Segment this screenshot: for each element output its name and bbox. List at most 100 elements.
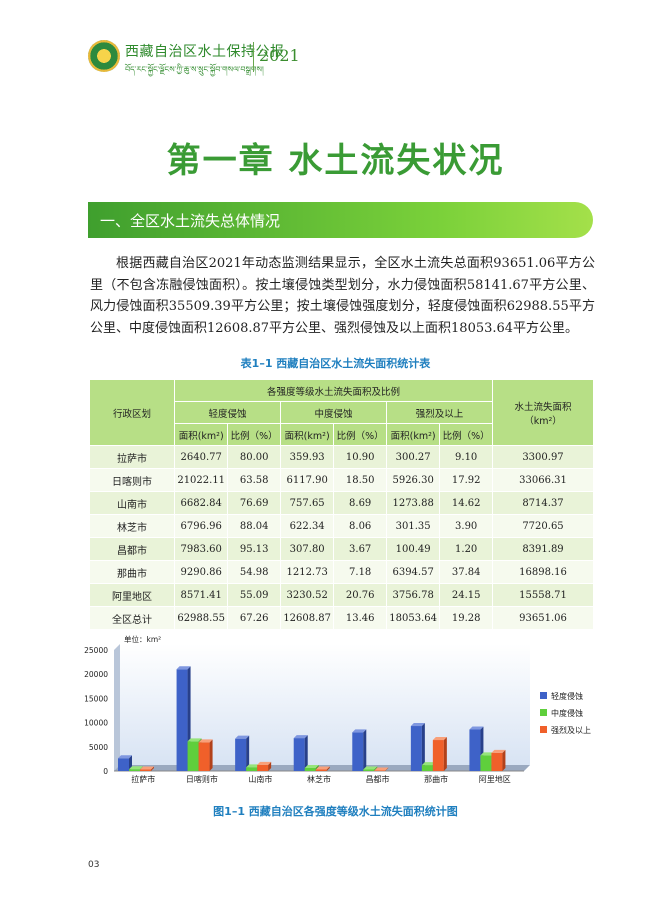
bar-severe [198, 742, 210, 771]
table-row: 拉萨市 2640.77 80.00 359.93 10.90 300.27 9.10 3300… [89, 445, 594, 469]
value-cell: 359.93 [279, 445, 335, 469]
value-cell: 1.20 [439, 537, 493, 561]
bar-top-mild [176, 666, 191, 670]
bar-top-moderate [421, 762, 436, 766]
value-cell: 12608.87 [279, 606, 335, 630]
value-cell: 37.84 [439, 560, 493, 584]
header-ratio: 比例（%） [227, 423, 281, 446]
header-ratio: 比例（%） [439, 423, 493, 446]
bar-mild [410, 726, 422, 771]
region-cell: 山南市 [89, 491, 175, 515]
table-row: 林芝市 6796.96 88.04 622.34 8.06 301.35 3.90 7720.… [89, 514, 594, 538]
bar-severe [257, 764, 269, 771]
value-cell: 76.69 [227, 491, 281, 515]
value-cell: 93651.06 [492, 606, 594, 630]
bar-top-severe [491, 749, 506, 753]
bar-side-mild [421, 723, 425, 771]
body-paragraph: 根据西藏自治区2021年动态监测结果显示，全区水土流失总面积93651.06平方… [90, 256, 595, 336]
bar-mild [176, 669, 188, 771]
header-region: 行政区划 [89, 379, 175, 446]
bar-severe [432, 740, 444, 771]
y-tick-label: 10000 [84, 719, 108, 728]
bar-severe [315, 769, 327, 771]
value-cell: 19.28 [439, 606, 493, 630]
value-cell: 62988.55 [173, 606, 229, 630]
section-banner [88, 202, 593, 238]
value-cell: 8.69 [333, 491, 387, 515]
section-title: 一、全区水土流失总体情况 [100, 212, 281, 230]
bar-top-moderate [187, 738, 202, 742]
y-tick-label: 5000 [89, 743, 108, 752]
bar-top-mild [118, 755, 132, 759]
region-cell: 拉萨市 [89, 445, 175, 469]
value-cell: 6117.90 [279, 468, 335, 492]
bar-moderate [363, 769, 375, 771]
value-cell: 100.49 [385, 537, 441, 561]
table-row: 山南市 6682.84 76.69 757.65 8.69 1273.88 14.62 871… [89, 491, 594, 515]
value-cell: 7720.65 [492, 514, 594, 538]
bar-side-mild [246, 735, 250, 771]
bar-top-severe [257, 761, 272, 765]
bulletin-subtitle: བོད་རང་སྐྱོང་ལྗོངས་ཀྱི་ཆུ་ས་སྲུང་སྐྱོབ་ག… [125, 65, 264, 74]
bar-side-severe [268, 761, 272, 771]
value-cell: 757.65 [279, 491, 335, 515]
value-cell: 301.35 [385, 514, 441, 538]
value-cell: 8571.41 [173, 583, 229, 607]
header-ratio: 比例（%） [333, 423, 387, 446]
value-cell: 55.09 [227, 583, 281, 607]
bar-moderate [246, 767, 258, 771]
bar-moderate [421, 765, 433, 771]
bar-top-severe [140, 766, 154, 770]
bar-top-mild [293, 735, 308, 739]
bulletin-year: 2021 [259, 46, 300, 65]
bar-top-mild [235, 735, 250, 739]
header-area: 面积(km²) [173, 423, 229, 446]
bar-side-severe [326, 766, 330, 771]
region-cell: 日喀则市 [89, 468, 175, 492]
legend-swatch-moderate [540, 709, 547, 716]
bar-side-mild [363, 729, 367, 771]
bar-mild [118, 758, 129, 771]
bar-top-severe [315, 766, 330, 770]
bar-mild [293, 738, 305, 771]
value-cell: 3.90 [439, 514, 493, 538]
bulletin-title: 西藏自治区水土保持公报 [125, 44, 285, 60]
header-divider [253, 42, 254, 72]
bar-top-severe [198, 739, 213, 743]
value-cell: 300.27 [385, 445, 441, 469]
y-tick-label: 15000 [84, 694, 108, 703]
value-cell: 13.46 [333, 606, 387, 630]
value-cell: 15558.71 [492, 583, 594, 607]
bar-top-severe [432, 737, 447, 741]
value-cell: 1212.73 [279, 560, 335, 584]
value-cell: 80.00 [227, 445, 281, 469]
y-tick-label: 25000 [84, 646, 108, 655]
header-group: 各强度等级水土流失面积及比例 [174, 379, 493, 402]
value-cell: 18053.64 [385, 606, 441, 630]
region-cell: 那曲市 [89, 560, 175, 584]
header-level-moderate: 中度侵蚀 [279, 401, 387, 424]
value-cell: 6394.57 [385, 560, 441, 584]
x-tick-label: 拉萨市 [131, 774, 155, 784]
header-area: 面积(km²) [385, 423, 441, 446]
y-tick-label: 20000 [84, 670, 108, 679]
value-cell: 8714.37 [492, 491, 594, 515]
region-cell: 全区总计 [89, 606, 175, 630]
value-cell: 9290.86 [173, 560, 229, 584]
value-cell: 54.98 [227, 560, 281, 584]
y-tick-label: 0 [103, 767, 108, 776]
value-cell: 3.67 [333, 537, 387, 561]
table-row: 阿里地区 8571.41 55.09 3230.52 20.76 3756.78 24.15… [89, 583, 594, 607]
value-cell: 33066.31 [492, 468, 594, 492]
emblem-logo [88, 40, 120, 72]
region-cell: 林芝市 [89, 514, 175, 538]
value-cell: 20.76 [333, 583, 387, 607]
value-cell: 17.92 [439, 468, 493, 492]
bar-side-severe [502, 749, 506, 771]
x-tick-label: 日喀则市 [186, 774, 218, 784]
value-cell: 3300.97 [492, 445, 594, 469]
bar-top-moderate [246, 764, 261, 768]
value-cell: 3756.78 [385, 583, 441, 607]
bar-top-mild [469, 726, 484, 730]
table-caption: 表1–1 西藏自治区水土流失面积统计表 [240, 357, 431, 370]
